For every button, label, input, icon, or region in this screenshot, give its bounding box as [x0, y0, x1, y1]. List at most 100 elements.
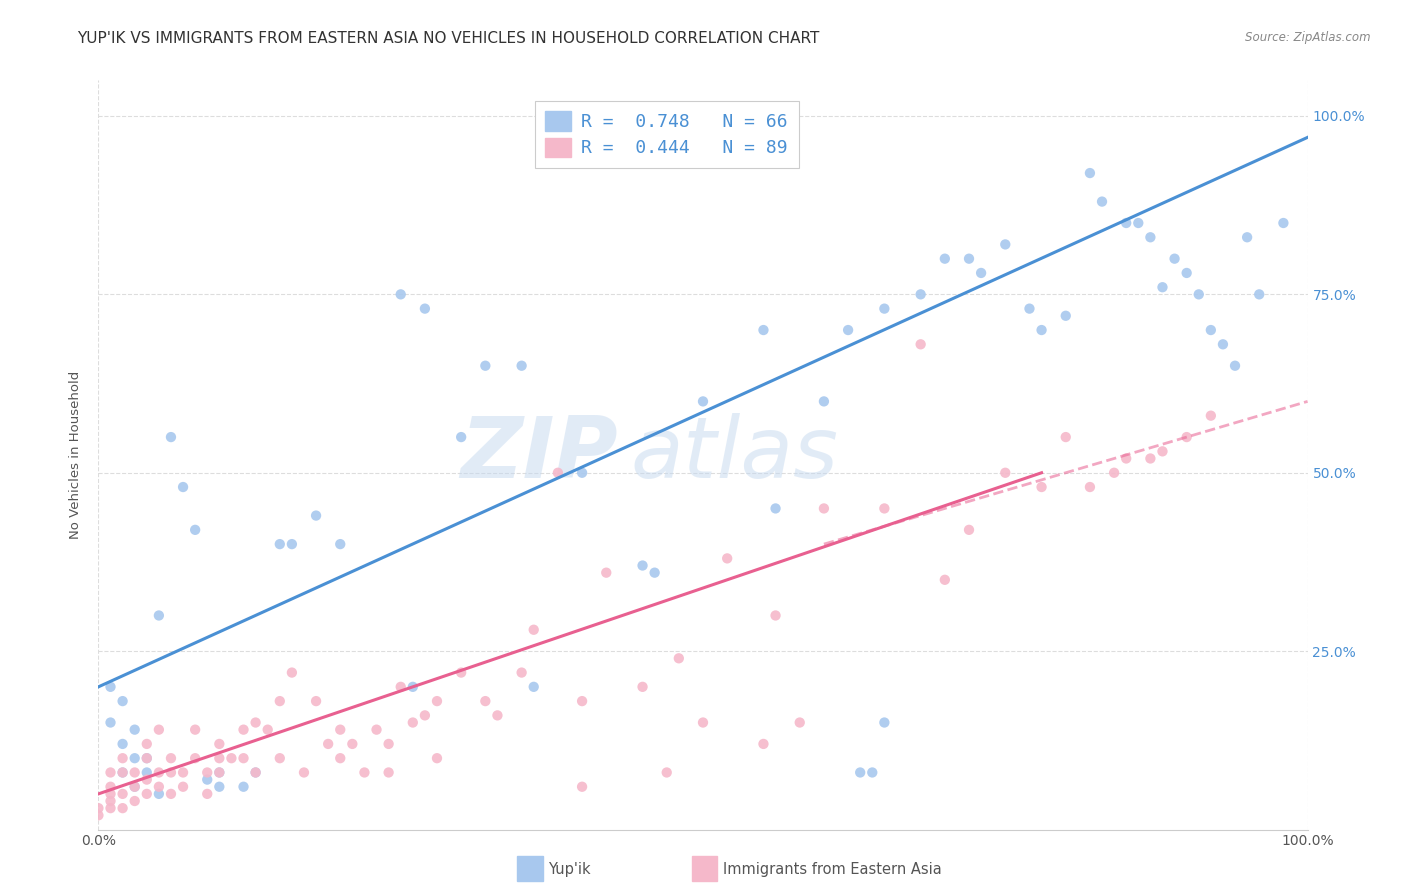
Point	[1078, 166, 1101, 180]
Point	[1091, 194, 1114, 209]
Point	[221, 751, 243, 765]
Point	[111, 751, 134, 765]
Point	[595, 566, 617, 580]
Point	[195, 772, 218, 787]
Point	[135, 737, 157, 751]
Point	[1236, 230, 1258, 244]
Point	[426, 751, 449, 765]
Point	[148, 723, 170, 737]
Point	[208, 780, 231, 794]
Point	[1115, 451, 1137, 466]
Point	[281, 665, 304, 680]
Point	[547, 466, 569, 480]
Point	[195, 765, 218, 780]
Point	[1212, 337, 1234, 351]
Point	[160, 765, 183, 780]
Point	[124, 723, 146, 737]
Point	[135, 787, 157, 801]
Point	[655, 765, 678, 780]
Point	[100, 780, 122, 794]
Point	[1175, 430, 1198, 444]
Point	[292, 765, 315, 780]
Point	[377, 765, 399, 780]
Point	[172, 480, 194, 494]
Point	[571, 694, 593, 708]
Point	[789, 715, 811, 730]
Point	[957, 523, 980, 537]
Point	[172, 765, 194, 780]
Point	[232, 780, 254, 794]
Text: Yup'ik: Yup'ik	[548, 863, 591, 877]
Point	[184, 523, 207, 537]
Point	[1128, 216, 1150, 230]
Point	[148, 787, 170, 801]
Point	[813, 501, 835, 516]
Point	[631, 680, 654, 694]
Point	[752, 737, 775, 751]
Point	[366, 723, 388, 737]
Point	[111, 737, 134, 751]
Point	[100, 715, 122, 730]
Point	[1031, 480, 1053, 494]
Point	[571, 780, 593, 794]
Point	[1054, 309, 1077, 323]
Point	[100, 680, 122, 694]
Text: YUP'IK VS IMMIGRANTS FROM EASTERN ASIA NO VEHICLES IN HOUSEHOLD CORRELATION CHAR: YUP'IK VS IMMIGRANTS FROM EASTERN ASIA N…	[77, 31, 820, 46]
Point	[111, 765, 134, 780]
Point	[450, 430, 472, 444]
Point	[208, 737, 231, 751]
Point	[269, 694, 291, 708]
Point	[692, 394, 714, 409]
Point	[1102, 466, 1125, 480]
Point	[510, 359, 533, 373]
Point	[413, 301, 436, 316]
Point	[1223, 359, 1246, 373]
Point	[329, 537, 352, 551]
Point	[644, 566, 666, 580]
Point	[124, 794, 146, 808]
Point	[111, 694, 134, 708]
Point	[957, 252, 980, 266]
Point	[1272, 216, 1295, 230]
Point	[1199, 409, 1222, 423]
Point	[389, 680, 412, 694]
Point	[571, 466, 593, 480]
Point	[837, 323, 859, 337]
Point	[245, 765, 267, 780]
Point	[281, 537, 304, 551]
Point	[752, 323, 775, 337]
Point	[765, 501, 787, 516]
Point	[124, 780, 146, 794]
Point	[1031, 323, 1053, 337]
Point	[860, 765, 883, 780]
Point	[1018, 301, 1040, 316]
Point	[994, 466, 1017, 480]
Point	[269, 751, 291, 765]
Point	[1199, 323, 1222, 337]
Point	[813, 394, 835, 409]
Point	[305, 508, 328, 523]
Point	[245, 715, 267, 730]
Point	[124, 751, 146, 765]
Point	[910, 337, 932, 351]
Point	[1139, 451, 1161, 466]
Point	[1054, 430, 1077, 444]
Point	[1188, 287, 1211, 301]
Point	[232, 723, 254, 737]
Point	[1078, 480, 1101, 494]
Text: Immigrants from Eastern Asia: Immigrants from Eastern Asia	[723, 863, 942, 877]
Point	[716, 551, 738, 566]
Point	[316, 737, 339, 751]
Point	[135, 772, 157, 787]
Point	[160, 430, 183, 444]
Point	[668, 651, 690, 665]
Point	[135, 751, 157, 765]
Point	[692, 715, 714, 730]
Point	[135, 751, 157, 765]
Point	[523, 623, 546, 637]
Point	[765, 608, 787, 623]
Point	[329, 723, 352, 737]
Y-axis label: No Vehicles in Household: No Vehicles in Household	[69, 371, 83, 539]
Point	[426, 694, 449, 708]
Point	[631, 558, 654, 573]
